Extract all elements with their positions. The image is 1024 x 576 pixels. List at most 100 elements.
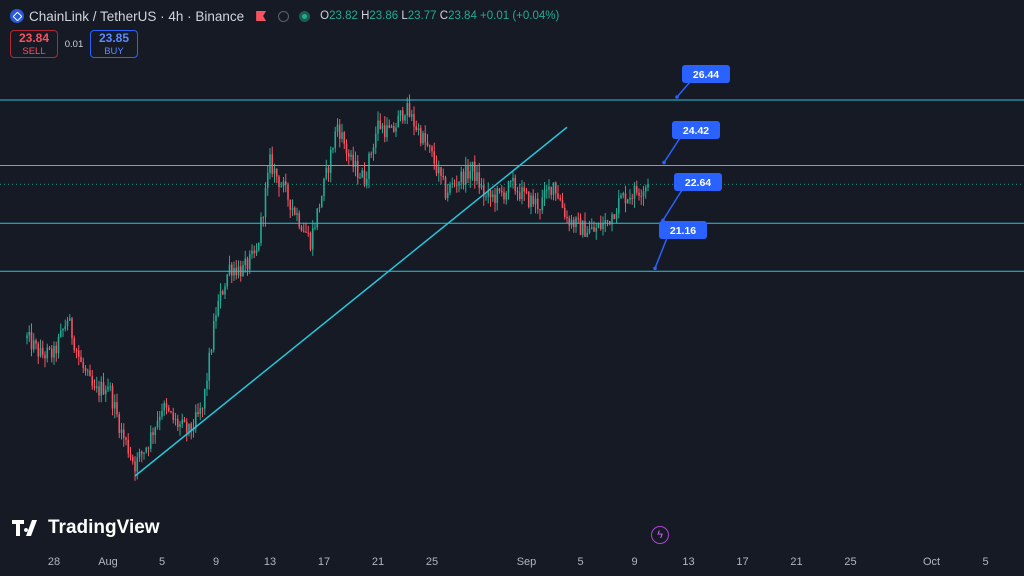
candle-body [332, 148, 334, 150]
candle-body [273, 168, 276, 174]
candle-body [541, 197, 544, 211]
candle-body [323, 178, 325, 197]
level-callout-label: 21.16 [670, 225, 696, 237]
x-tick-label: 13 [682, 556, 694, 568]
candle-body [518, 192, 521, 200]
candle-body [347, 153, 350, 157]
sell-button[interactable]: 23.84 SELL [10, 30, 58, 58]
candle-body [460, 171, 463, 183]
candle-body [401, 110, 404, 121]
candle-body [291, 207, 294, 210]
candle-body [415, 126, 418, 131]
candle-body [473, 161, 476, 182]
sell-price: 23.84 [18, 31, 50, 45]
candle-body [523, 187, 526, 192]
tradingview-logo[interactable]: TradingView [12, 517, 160, 539]
candle-body [309, 232, 312, 250]
candle-body [224, 286, 226, 295]
candle-body [143, 452, 145, 454]
candle-body [68, 318, 71, 321]
buy-button[interactable]: 23.85 BUY [90, 30, 138, 58]
settings-gear-icon[interactable] [278, 10, 290, 22]
candle-body [352, 154, 355, 167]
candle-body [642, 191, 645, 197]
candle-body [197, 412, 199, 415]
candle-body [120, 429, 123, 433]
x-tick-label: 21 [372, 556, 384, 568]
candle-body [397, 115, 400, 128]
candle-body [343, 132, 346, 144]
symbol-title[interactable]: ChainLink / TetherUS · 4h · Binance [29, 8, 245, 24]
candle-body [311, 228, 314, 250]
candle-body [487, 191, 490, 197]
candle-body [318, 207, 321, 209]
candle-body [548, 186, 550, 190]
candle-body [377, 120, 379, 134]
candle-body [275, 168, 278, 177]
candle-body [86, 370, 89, 372]
callout-pointer [662, 189, 683, 221]
candle-body [181, 419, 184, 425]
candle-body [179, 424, 181, 427]
candle-body [611, 214, 613, 225]
lightning-icon[interactable]: ϟ [651, 526, 669, 544]
x-tick-label: 13 [264, 556, 276, 568]
buy-price: 23.85 [98, 31, 130, 45]
candle-body [244, 258, 247, 266]
candle-body [509, 181, 512, 183]
candle-body [165, 403, 168, 408]
candle-body [561, 199, 564, 209]
candle-body [566, 217, 568, 219]
candle-body [543, 190, 546, 198]
candle-body [467, 165, 469, 179]
candle-body [104, 389, 107, 395]
candle-body [84, 367, 87, 371]
candle-body [41, 347, 44, 355]
candle-body [210, 349, 213, 353]
sell-label: SELL [22, 46, 46, 57]
candle-body [149, 432, 152, 449]
candle-body [419, 128, 422, 144]
candle-body [53, 345, 55, 358]
candle-body [89, 370, 91, 377]
candle-body [73, 338, 76, 351]
candle-body [480, 185, 483, 188]
candle-body [624, 193, 627, 204]
candle-body [215, 315, 217, 322]
candle-body [228, 264, 231, 275]
candle-body [62, 328, 64, 331]
candle-body [525, 191, 528, 193]
candle-body [66, 320, 69, 327]
callout-anchor [662, 160, 666, 165]
candle-body [383, 125, 386, 138]
candle-body [230, 264, 233, 276]
flag-icon[interactable] [256, 11, 267, 21]
candle-body [462, 171, 465, 185]
candle-body [199, 408, 202, 415]
candle-body [599, 223, 602, 229]
x-tick-label: 25 [426, 556, 438, 568]
candle-body [183, 419, 186, 423]
candle-body [577, 217, 580, 219]
candle-body [514, 177, 517, 192]
candle-body [98, 386, 100, 396]
candle-body [212, 321, 215, 350]
trade-panel: 23.84 SELL 0.01 23.85 BUY [10, 30, 138, 58]
candle-body [95, 386, 98, 388]
candle-body [282, 181, 285, 187]
candle-body [413, 114, 415, 127]
level-callout-box [674, 173, 722, 191]
trendline [134, 126, 568, 477]
candle-body [359, 177, 361, 179]
candle-body [122, 429, 125, 438]
x-tick-label: 5 [577, 556, 583, 568]
callout-anchor [675, 95, 679, 99]
candle-body [50, 348, 53, 358]
candle-body [140, 451, 143, 454]
candle-body [491, 194, 494, 198]
candle-body [280, 186, 283, 188]
candle-body [494, 194, 496, 203]
candle-body [167, 407, 170, 412]
candle-body [379, 120, 382, 129]
